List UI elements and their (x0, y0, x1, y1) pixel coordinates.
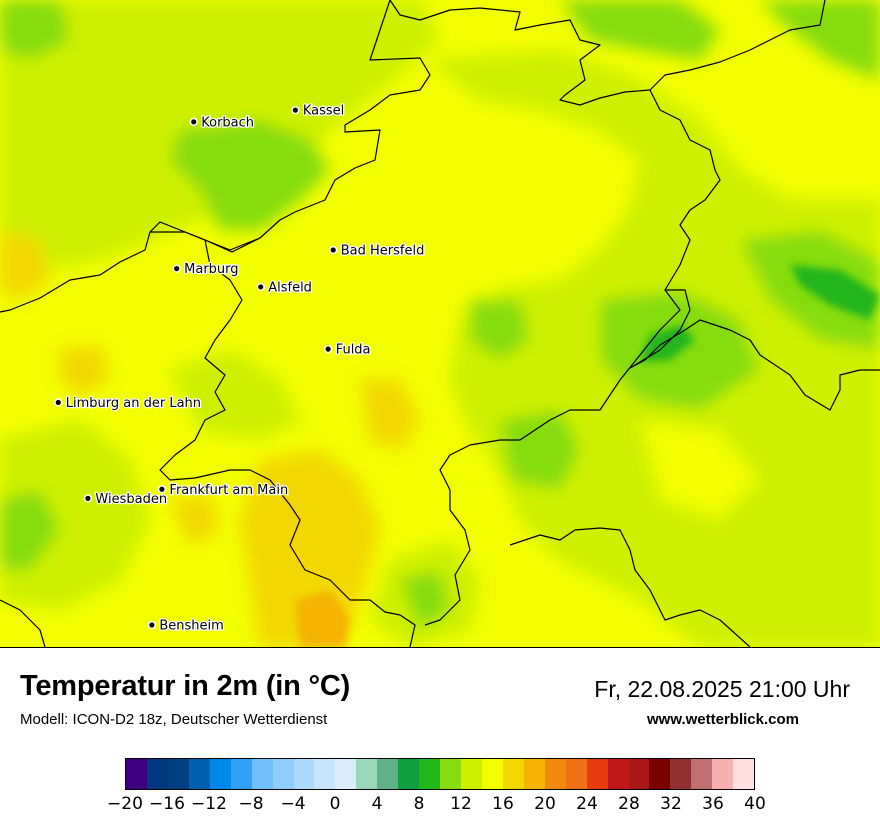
legend-swatch (440, 759, 461, 789)
legend-swatch (712, 759, 734, 789)
city-wiesbaden: Wiesbaden (83, 491, 168, 508)
legend-swatch (481, 759, 503, 789)
city-marburg: Marburg (172, 261, 240, 278)
city-label: Bad Hersfeld (341, 243, 425, 258)
legend-swatch (356, 759, 378, 789)
legend-swatch (251, 759, 273, 789)
legend-tick-label: 16 (492, 794, 514, 814)
legend-tick-label: −12 (191, 794, 227, 814)
temperature-field (0, 0, 880, 647)
legend-swatch (230, 759, 252, 789)
city-dot (191, 119, 197, 125)
legend-swatch (377, 759, 399, 789)
city-label: Wiesbaden (95, 492, 167, 507)
website-link[interactable]: www.wetterblick.com (647, 711, 799, 728)
legend-swatch (398, 759, 420, 789)
legend-tick-label: 28 (618, 794, 640, 814)
legend-tick-label: 8 (413, 794, 425, 814)
legend-tick-label: −16 (149, 794, 185, 814)
legend-swatch (146, 759, 168, 789)
city-dot (174, 266, 180, 272)
legend-swatch (335, 759, 357, 789)
legend-swatch (272, 759, 294, 789)
city-label: Kassel (303, 104, 344, 119)
city-frankfurt-am-main: Frankfurt am Main (157, 481, 290, 499)
legend-ticks: −20 −16 −12 −8 −4 0 4 8 12 16 20 24 28 32 36 40 (107, 794, 766, 818)
legend-swatch (649, 759, 671, 789)
legend-tick-label: 0 (329, 794, 341, 814)
legend-swatch (607, 759, 629, 789)
city-limburg-an-der-lahn: Limburg an der Lahn (54, 395, 202, 412)
city-label: Fulda (336, 343, 371, 358)
city-dot (330, 247, 336, 253)
city-dot (325, 346, 331, 352)
city-label: Bensheim (159, 618, 223, 633)
legend-swatch (188, 759, 210, 789)
city-dot (85, 495, 91, 502)
city-kassel: Kassel (291, 102, 346, 120)
city-dot (55, 399, 61, 406)
legend-swatch (314, 759, 336, 789)
legend-tick-label: 36 (702, 794, 724, 814)
city-label: Marburg (184, 262, 238, 277)
city-dot (149, 622, 155, 628)
legend-swatch (691, 759, 713, 789)
state-borders (0, 0, 880, 647)
legend-swatch (461, 759, 482, 789)
map-title: Temperatur in 2m (in °C) (20, 670, 351, 702)
legend-swatch (167, 759, 189, 789)
color-legend (125, 758, 755, 790)
legend-tick-label: −20 (107, 794, 143, 814)
city-bad-hersfeld: Bad Hersfeld (329, 242, 426, 260)
forecast-datetime: Fr, 22.08.2025 21:00 Uhr (594, 676, 850, 702)
legend-tick-label: −8 (238, 794, 264, 814)
legend-swatch (733, 759, 755, 789)
model-caption: Modell: ICON-D2 18z, Deutscher Wetterdie… (20, 711, 328, 728)
legend-swatch (126, 759, 147, 789)
legend-tick-label: 24 (576, 794, 598, 814)
city-label: Alsfeld (268, 280, 312, 295)
legend-swatch (419, 759, 441, 789)
city-alsfeld: Alsfeld (256, 279, 313, 297)
legend-swatch (209, 759, 231, 789)
legend-swatch (544, 759, 566, 789)
legend-swatch (523, 759, 545, 789)
legend-tick-label: 4 (371, 794, 383, 814)
legend-swatch (293, 759, 315, 789)
legend-tick-label: 12 (450, 794, 472, 814)
city-dot (258, 284, 264, 290)
city-dot (159, 486, 165, 492)
legend-tick-label: −4 (280, 794, 306, 814)
legend-tick-label: 20 (534, 794, 556, 814)
city-label: Limburg an der Lahn (66, 396, 201, 411)
city-label: Korbach (201, 115, 254, 130)
temperature-map[interactable]: Kassel Korbach Bad Hersfeld Marburg Alsfeld F… (0, 0, 880, 648)
city-fulda: Fulda (324, 341, 372, 359)
city-dot (292, 107, 298, 113)
legend-swatch (565, 759, 587, 789)
legend-tick-label: 40 (744, 794, 766, 814)
city-label: Frankfurt am Main (169, 483, 288, 498)
city-bensheim: Bensheim (147, 617, 225, 635)
legend-swatch (586, 759, 608, 789)
city-korbach: Korbach (189, 114, 255, 132)
map-canvas: Kassel Korbach Bad Hersfeld Marburg Alsfeld F… (0, 0, 880, 647)
legend-swatch (502, 759, 524, 789)
legend-swatch (628, 759, 650, 789)
city-markers: Kassel Korbach Bad Hersfeld Marburg Alsfeld F… (54, 102, 426, 635)
legend-tick-label: 32 (660, 794, 682, 814)
legend-swatch (670, 759, 692, 789)
